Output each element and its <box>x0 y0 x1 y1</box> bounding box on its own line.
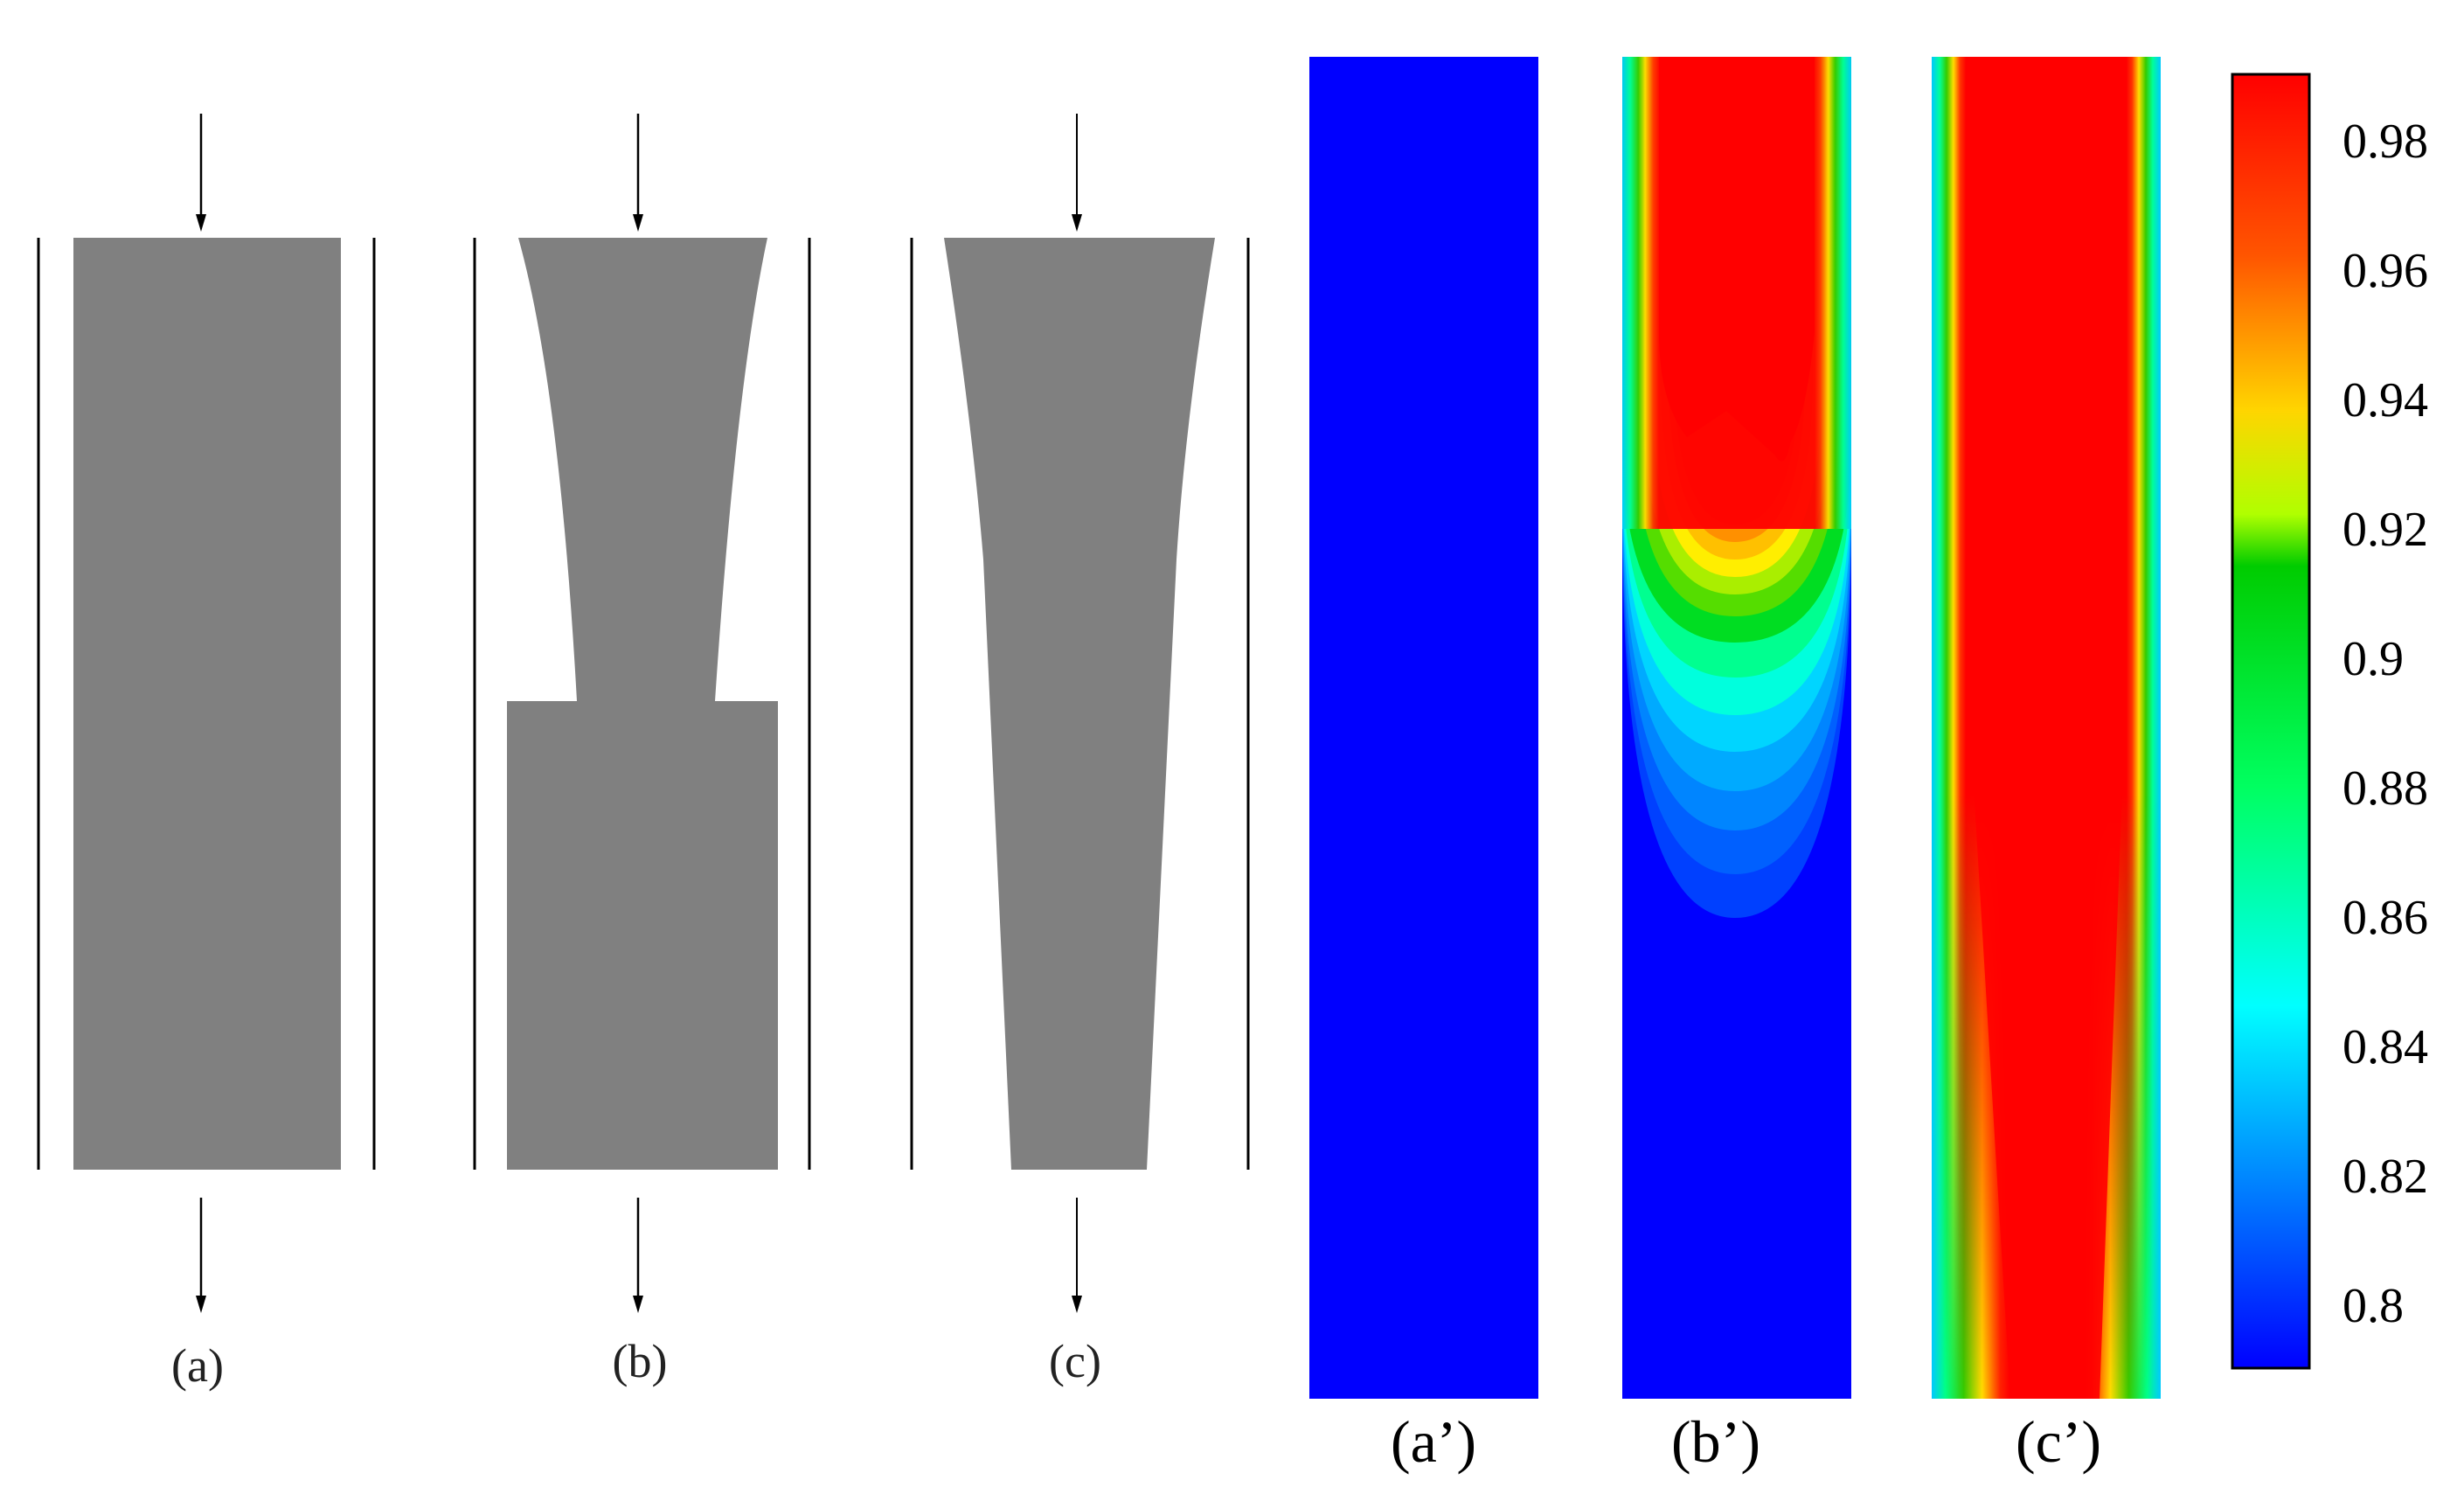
geometry-panel-a: (a) <box>37 114 376 1392</box>
colorbar: 0.98 0.96 0.94 0.92 0.9 0.88 0.86 0.84 0.82 0.8 <box>2231 73 2428 1370</box>
colorbar-tick-label: 0.98 <box>2343 115 2428 169</box>
contour-panel-c-prime: (c’) <box>1932 57 2161 1475</box>
inlet-arrow <box>1072 114 1082 232</box>
colorbar-tick-label: 0.94 <box>2343 373 2428 427</box>
colorbar-tick-label: 0.96 <box>2343 244 2428 298</box>
outlet-arrow <box>1072 1198 1082 1313</box>
colorbar-tick-label: 0.8 <box>2343 1279 2404 1333</box>
colorbar-tick-label: 0.86 <box>2343 891 2428 945</box>
panel-label-b: (b) <box>613 1335 668 1387</box>
outlet-arrow <box>633 1198 643 1313</box>
colorbar-ticks: 0.98 0.96 0.94 0.92 0.9 0.88 0.86 0.84 0.82 0.8 <box>2343 115 2428 1333</box>
geometry-panel-c: (c) <box>910 114 1250 1387</box>
colorbar-frame <box>2231 73 2311 1370</box>
contour-field <box>1309 57 1538 1399</box>
colorbar-tick-label: 0.82 <box>2343 1150 2428 1204</box>
colorbar-tick-label: 0.88 <box>2343 761 2428 816</box>
colorbar-tick-label: 0.9 <box>2343 632 2404 686</box>
contour-panel-b-prime: (b’) <box>1622 57 1851 1475</box>
colorbar-tick-label: 0.92 <box>2343 503 2428 557</box>
outlet-arrow <box>196 1198 206 1313</box>
core-red <box>1659 57 1815 455</box>
colorbar-tick-label: 0.84 <box>2343 1020 2428 1074</box>
colorbar-bands <box>2232 74 2309 1368</box>
colorbar-gradient <box>2232 74 2309 1368</box>
insert-taper <box>507 238 778 1170</box>
insert-body <box>73 238 341 1170</box>
contour-label-c-prime: (c’) <box>2016 1408 2101 1475</box>
panel-label-c: (c) <box>1049 1335 1101 1387</box>
contour-panel-a-prime: (a’) <box>1309 57 1538 1475</box>
geometry-panel-b: (b) <box>473 114 811 1387</box>
panel-label-a: (a) <box>171 1339 224 1392</box>
inlet-arrow <box>196 114 206 232</box>
inlet-arrow <box>633 114 643 232</box>
contour-label-a-prime: (a’) <box>1391 1408 1476 1475</box>
insert-taper <box>944 238 1215 1170</box>
core-red <box>1968 57 2124 1399</box>
contour-label-b-prime: (b’) <box>1671 1408 1760 1475</box>
